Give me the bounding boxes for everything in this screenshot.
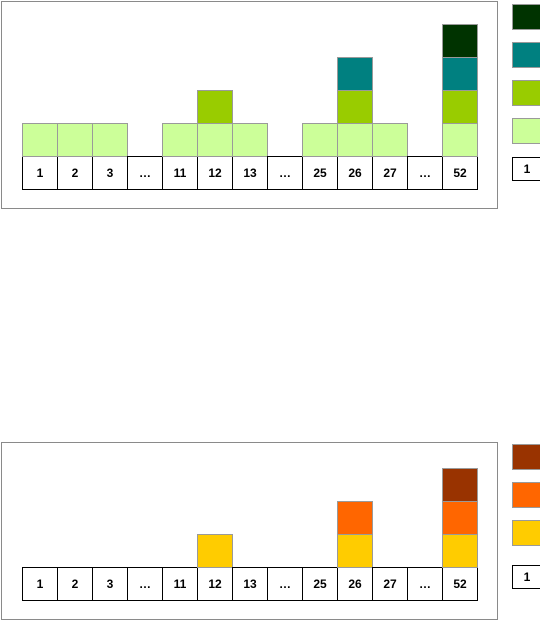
stack-block [442, 468, 478, 502]
stack-block [442, 123, 478, 157]
stack-block [22, 123, 58, 157]
week-number-cell: 25 [302, 567, 338, 601]
week-number-cell: 11 [162, 567, 198, 601]
week-number-cell: 1 [22, 567, 58, 601]
week-number-cell: 26 [337, 156, 373, 190]
week-number-cell: 1 [22, 156, 58, 190]
stack-block [442, 534, 478, 568]
legend-number-box: 1 [512, 565, 540, 589]
week-number-cell: 27 [372, 567, 408, 601]
week-number-cell: 2 [57, 567, 93, 601]
week-number-cell: 12 [197, 567, 233, 601]
stack-block [337, 57, 373, 91]
week-number-cell: … [127, 156, 163, 190]
stack-block [337, 501, 373, 535]
stack-block [372, 123, 408, 157]
legend-swatch [512, 80, 540, 106]
stack-block [197, 123, 233, 157]
legend-swatch [512, 444, 540, 470]
week-number-cell: 11 [162, 156, 198, 190]
stack-block [337, 123, 373, 157]
week-number-cell: … [127, 567, 163, 601]
stack-block [442, 501, 478, 535]
legend-swatch [512, 482, 540, 508]
week-number-cell: 13 [232, 567, 268, 601]
stack-block [57, 123, 93, 157]
week-number-cell: 3 [92, 156, 128, 190]
week-number-cell: 26 [337, 567, 373, 601]
legend-swatch [512, 520, 540, 546]
week-number-cell: 52 [442, 567, 478, 601]
stack-block [197, 90, 233, 124]
legend-swatch [512, 42, 540, 68]
week-number-cell: 3 [92, 567, 128, 601]
stack-block [302, 123, 338, 157]
stack-block [162, 123, 198, 157]
stack-block [197, 534, 233, 568]
week-number-cell: 2 [57, 156, 93, 190]
week-number-cell: … [267, 156, 303, 190]
stack-block [92, 123, 128, 157]
stack-block [442, 57, 478, 91]
week-number-cell: 12 [197, 156, 233, 190]
legend-swatch [512, 118, 540, 144]
legend-number-box: 1 [512, 157, 540, 181]
stack-block [232, 123, 268, 157]
stack-block [337, 534, 373, 568]
week-number-cell: 25 [302, 156, 338, 190]
week-number-cell: … [407, 567, 443, 601]
stack-block [337, 90, 373, 124]
stack-block [442, 24, 478, 58]
week-number-cell: … [407, 156, 443, 190]
legend-swatch [512, 4, 540, 30]
week-number-cell: 13 [232, 156, 268, 190]
stack-block [442, 90, 478, 124]
week-number-cell: 27 [372, 156, 408, 190]
week-number-cell: … [267, 567, 303, 601]
week-number-cell: 52 [442, 156, 478, 190]
